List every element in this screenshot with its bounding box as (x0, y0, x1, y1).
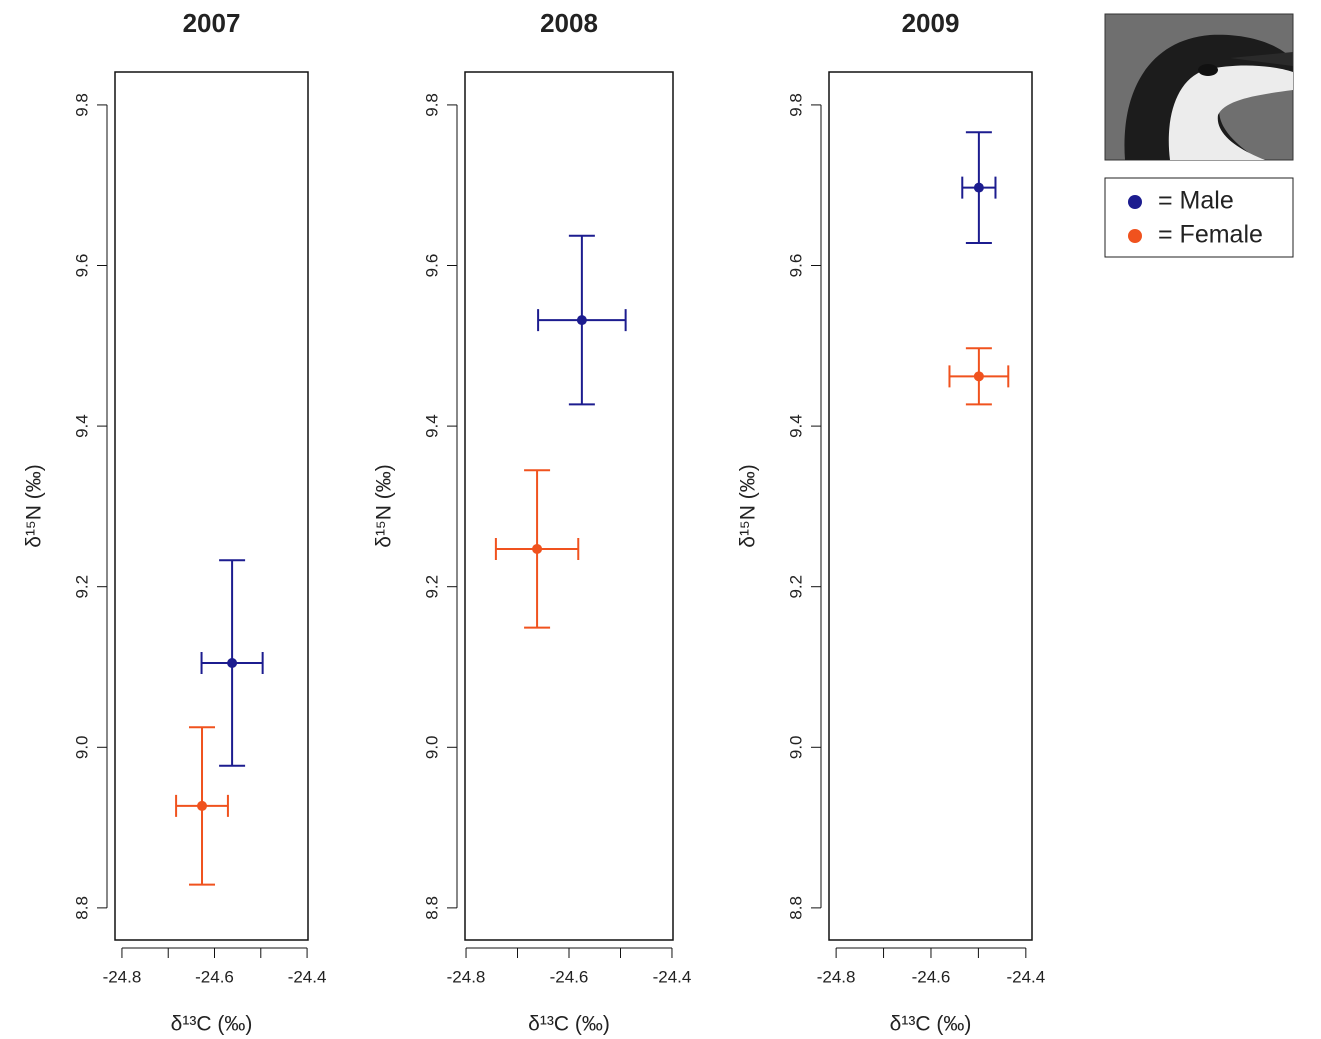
y-tick-label: 9.4 (786, 414, 805, 438)
y-tick-label: 9.4 (422, 414, 441, 438)
x-tick-label: -24.6 (550, 967, 589, 986)
x-axis-label: δ¹³C (‰) (528, 1013, 610, 1036)
x-tick-label: -24.8 (817, 967, 856, 986)
legend-marker (1128, 195, 1142, 209)
panel-title: 2009 (902, 8, 960, 38)
plot-frame (828, 71, 1033, 941)
y-axis-label: δ¹⁵N (‰) (373, 464, 396, 547)
y-tick-label: 9.8 (72, 93, 91, 117)
y-tick-label: 9.0 (422, 735, 441, 759)
x-tick-label: -24.6 (912, 967, 951, 986)
x-tick-label: -24.6 (195, 967, 234, 986)
y-tick-label: 9.8 (786, 93, 805, 117)
y-axis-label: δ¹⁵N (‰) (737, 464, 760, 547)
y-tick-label: 8.8 (422, 896, 441, 920)
panel-title: 2008 (540, 8, 598, 38)
y-tick-label: 9.0 (72, 735, 91, 759)
y-tick-label: 9.2 (72, 575, 91, 599)
y-tick-label: 9.6 (72, 254, 91, 278)
y-tick-label: 9.2 (422, 575, 441, 599)
panel-title: 2007 (183, 8, 241, 38)
point (973, 182, 984, 193)
x-tick-label: -24.8 (103, 967, 142, 986)
y-tick-label: 9.2 (786, 575, 805, 599)
y-tick-label: 9.8 (422, 93, 441, 117)
plot-frame (464, 71, 674, 941)
y-tick-label: 9.6 (422, 254, 441, 278)
point (973, 371, 984, 382)
point (227, 657, 238, 668)
y-tick-label: 8.8 (72, 896, 91, 920)
y-tick-label: 9.0 (786, 735, 805, 759)
x-tick-label: -24.4 (288, 967, 327, 986)
point (197, 800, 208, 811)
plot-frame (114, 71, 309, 941)
x-tick-label: -24.4 (653, 967, 692, 986)
y-axis-label: δ¹⁵N (‰) (23, 464, 46, 547)
legend-marker (1128, 229, 1142, 243)
y-tick-label: 9.6 (786, 254, 805, 278)
legend-box (1104, 177, 1294, 258)
x-tick-label: -24.8 (447, 967, 486, 986)
point (576, 315, 587, 326)
penguin-photo (1104, 13, 1294, 161)
y-tick-label: 8.8 (786, 896, 805, 920)
y-tick-label: 9.4 (72, 414, 91, 438)
legend-label: = Male (1158, 187, 1234, 215)
legend-label: = Female (1158, 221, 1263, 249)
x-axis-label: δ¹³C (‰) (171, 1013, 253, 1036)
x-axis-label: δ¹³C (‰) (890, 1013, 972, 1036)
x-tick-label: -24.4 (1006, 967, 1045, 986)
point (532, 543, 543, 554)
